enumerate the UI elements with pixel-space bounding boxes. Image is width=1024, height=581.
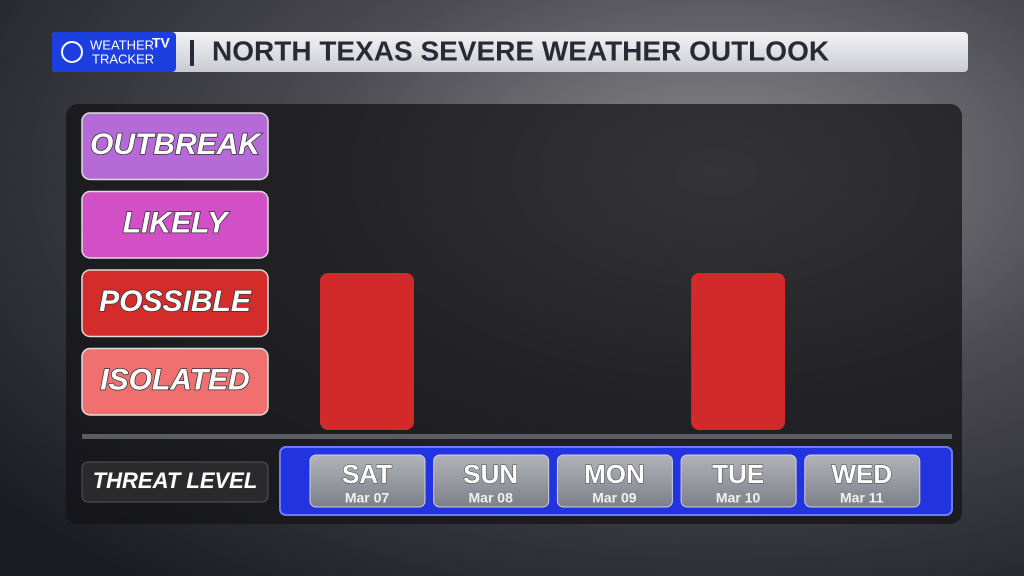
y-tick-label: OUTBREAK xyxy=(90,128,262,161)
date-label: Mar 10 xyxy=(716,490,761,506)
day-box xyxy=(433,454,550,508)
level-box xyxy=(81,190,269,259)
level-box xyxy=(81,112,269,181)
y-tick-label: ISOLATED xyxy=(100,364,249,397)
axis-label-box xyxy=(81,461,269,503)
bar xyxy=(691,273,786,430)
header-bar xyxy=(52,32,968,72)
date-label: Mar 11 xyxy=(840,490,884,506)
date-label: Mar 07 xyxy=(345,490,390,506)
level-box xyxy=(81,347,269,416)
day-box xyxy=(804,454,921,508)
x-tick-label: SUN xyxy=(463,459,518,489)
y-tick-label: LIKELY xyxy=(123,207,230,240)
logo-text: TV xyxy=(152,35,171,51)
date-label: Mar 08 xyxy=(469,490,514,506)
logo-text: WEATHER xyxy=(90,37,154,52)
x-tick-label: WED xyxy=(831,459,892,489)
logo-box xyxy=(52,32,176,72)
baseline xyxy=(82,434,952,439)
y-tick-label: POSSIBLE xyxy=(99,285,252,318)
x-tick-label: TUE xyxy=(712,459,764,489)
x-tick-label: SAT xyxy=(342,459,392,489)
day-box xyxy=(556,454,673,508)
bar xyxy=(320,273,414,430)
chart-title: NORTH TEXAS SEVERE WEATHER OUTLOOK xyxy=(212,35,829,66)
x-axis-label: THREAT LEVEL xyxy=(93,468,258,493)
x-tick-label: MON xyxy=(584,459,645,489)
day-box xyxy=(680,454,797,508)
separator xyxy=(190,40,194,66)
logo-icon xyxy=(61,41,83,63)
level-box xyxy=(81,269,269,338)
day-box xyxy=(309,454,426,508)
logo-text: TRACKER xyxy=(92,51,154,66)
date-label: Mar 09 xyxy=(592,490,637,506)
